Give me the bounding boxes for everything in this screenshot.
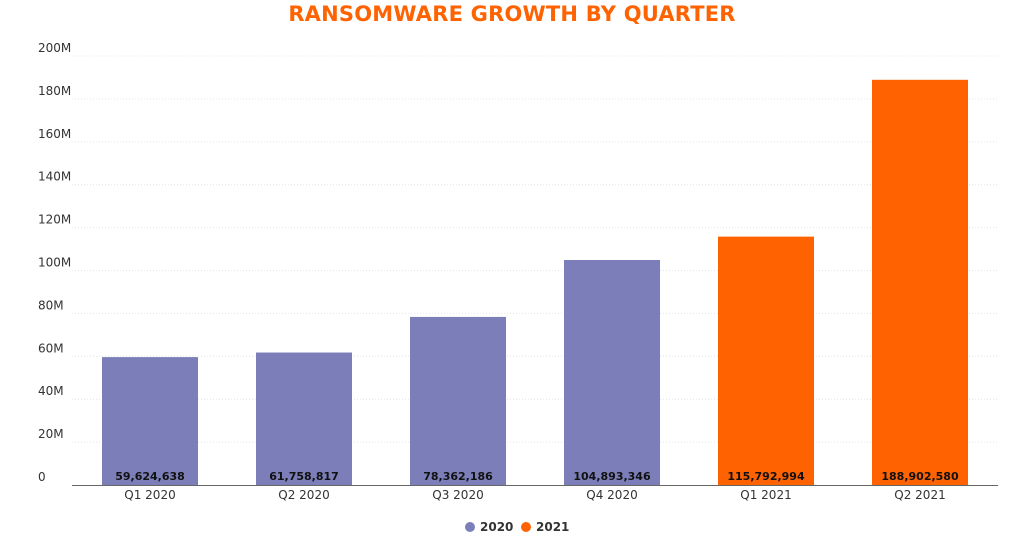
y-tick-label: 120M	[38, 213, 71, 227]
bar-value-label: 59,624,638	[115, 470, 185, 483]
x-axis-labels: Q1 2020 Q2 2020 Q3 2020 Q4 2020 Q1 2021 Q2 20…	[124, 488, 945, 502]
bar-q3-2020	[410, 316, 506, 485]
bar-q2-2020	[256, 352, 352, 485]
bar-value-label: 188,902,580	[881, 470, 959, 483]
legend: 2020 2021	[465, 520, 569, 534]
y-tick-label: 140M	[38, 170, 71, 184]
x-tick-label: Q1 2020	[124, 488, 175, 502]
bar-q1-2021	[718, 236, 814, 485]
x-tick-label: Q1 2021	[740, 488, 791, 502]
y-tick-label: 20M	[38, 427, 64, 441]
legend-label: 2020	[480, 520, 513, 534]
y-tick-label: 180M	[38, 84, 71, 98]
y-tick-label: 200M	[38, 41, 71, 55]
legend-swatch	[521, 522, 531, 532]
y-tick-label: 160M	[38, 127, 71, 141]
bar-value-label: 78,362,186	[423, 470, 493, 483]
bar-value-label: 104,893,346	[573, 470, 651, 483]
y-tick-label: 100M	[38, 256, 71, 270]
bar-q1-2020	[102, 357, 198, 485]
bar-q4-2020	[564, 260, 660, 485]
bar-q2-2021	[872, 79, 968, 486]
x-tick-label: Q3 2020	[432, 488, 483, 502]
legend-label: 2021	[536, 520, 569, 534]
gridlines	[72, 55, 998, 443]
legend-swatch	[465, 522, 475, 532]
x-tick-label: Q2 2021	[894, 488, 945, 502]
bars: 59,624,638 61,758,817 78,362,186 104,893,34…	[102, 79, 968, 486]
x-tick-label: Q2 2020	[278, 488, 329, 502]
chart-title: RANSOMWARE GROWTH BY QUARTER	[288, 2, 736, 26]
bar-value-label: 115,792,994	[727, 470, 805, 483]
y-tick-label: 0	[38, 470, 46, 484]
bar-value-label: 61,758,817	[269, 470, 339, 483]
x-tick-label: Q4 2020	[586, 488, 637, 502]
y-tick-label: 40M	[38, 384, 64, 398]
y-axis-ticks: 0 20M 40M 60M 80M 100M 120M 140M 160M 180M 200M	[38, 41, 71, 484]
y-tick-label: 80M	[38, 298, 64, 312]
y-tick-label: 60M	[38, 341, 64, 355]
